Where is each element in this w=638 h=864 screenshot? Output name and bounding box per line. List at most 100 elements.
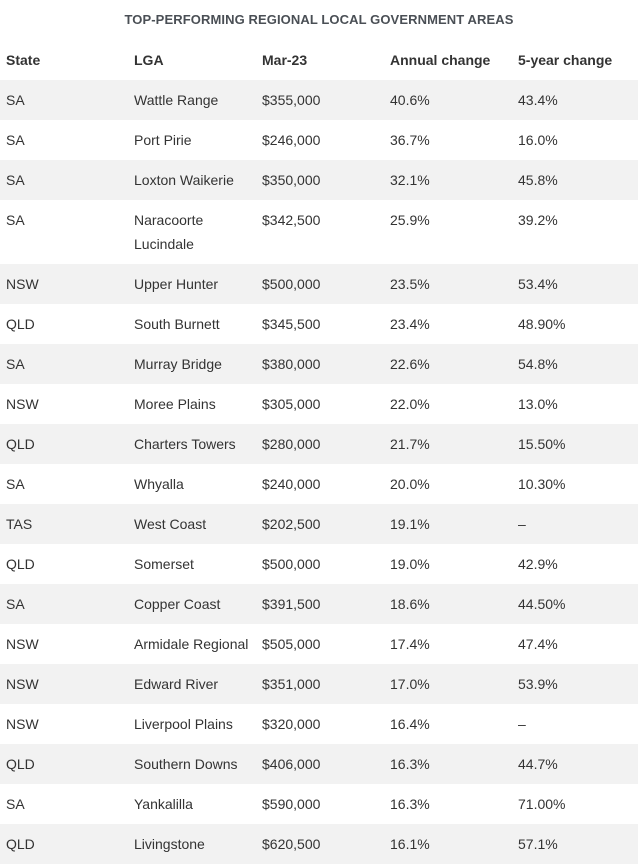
cell-5-year-change: 57.1% [512,824,638,864]
cell-annual-change: 16.1% [384,824,512,864]
table-title: TOP-PERFORMING REGIONAL LOCAL GOVERNMENT… [0,0,638,40]
cell-annual-change: 19.0% [384,544,512,584]
cell-mar-23: $500,000 [256,264,384,304]
table-row: QLD Livingstone $620,500 16.1% 57.1% [0,824,638,864]
cell-lga: Wattle Range [128,80,256,120]
cell-annual-change: 19.1% [384,504,512,544]
cell-state: SA [0,120,128,160]
cell-mar-23: $355,000 [256,80,384,120]
cell-mar-23: $391,500 [256,584,384,624]
cell-mar-23: $500,000 [256,544,384,584]
cell-state: NSW [0,624,128,664]
cell-lga: Edward River [128,664,256,704]
cell-mar-23: $620,500 [256,824,384,864]
table-row: NSW Liverpool Plains $320,000 16.4% – [0,704,638,744]
cell-mar-23: $246,000 [256,120,384,160]
table-row: SA Copper Coast $391,500 18.6% 44.50% [0,584,638,624]
table-row: SA Naracoorte Lucindale $342,500 25.9% 39.2% [0,200,638,264]
cell-annual-change: 36.7% [384,120,512,160]
cell-lga: Copper Coast [128,584,256,624]
table-row: SA Loxton Waikerie $350,000 32.1% 45.8% [0,160,638,200]
cell-state: QLD [0,824,128,864]
table-row: NSW Armidale Regional $505,000 17.4% 47.4% [0,624,638,664]
cell-5-year-change: 42.9% [512,544,638,584]
cell-mar-23: $380,000 [256,344,384,384]
cell-mar-23: $240,000 [256,464,384,504]
table-row: SA Murray Bridge $380,000 22.6% 54.8% [0,344,638,384]
cell-5-year-change: – [512,504,638,544]
cell-lga: Armidale Regional [128,624,256,664]
cell-state: SA [0,200,128,264]
cell-annual-change: 21.7% [384,424,512,464]
cell-state: QLD [0,424,128,464]
cell-5-year-change: 53.4% [512,264,638,304]
cell-5-year-change: – [512,704,638,744]
cell-state: SA [0,160,128,200]
cell-annual-change: 40.6% [384,80,512,120]
cell-annual-change: 20.0% [384,464,512,504]
cell-annual-change: 17.4% [384,624,512,664]
cell-mar-23: $590,000 [256,784,384,824]
column-header-lga: LGA [128,40,256,80]
cell-annual-change: 17.0% [384,664,512,704]
cell-lga: Southern Downs [128,744,256,784]
cell-annual-change: 22.6% [384,344,512,384]
cell-lga: Whyalla [128,464,256,504]
cell-state: SA [0,584,128,624]
cell-state: NSW [0,384,128,424]
table-row: NSW Moree Plains $305,000 22.0% 13.0% [0,384,638,424]
table-row: QLD Somerset $500,000 19.0% 42.9% [0,544,638,584]
cell-lga: Moree Plains [128,384,256,424]
cell-5-year-change: 13.0% [512,384,638,424]
table-row: SA Wattle Range $355,000 40.6% 43.4% [0,80,638,120]
cell-lga: South Burnett [128,304,256,344]
cell-mar-23: $505,000 [256,624,384,664]
cell-lga: Port Pirie [128,120,256,160]
column-header-state: State [0,40,128,80]
cell-5-year-change: 71.00% [512,784,638,824]
cell-state: QLD [0,544,128,584]
cell-5-year-change: 10.30% [512,464,638,504]
table-row: SA Yankalilla $590,000 16.3% 71.00% [0,784,638,824]
table-row: TAS West Coast $202,500 19.1% – [0,504,638,544]
cell-lga: West Coast [128,504,256,544]
table-row: NSW Edward River $351,000 17.0% 53.9% [0,664,638,704]
cell-state: SA [0,784,128,824]
cell-state: SA [0,80,128,120]
column-header-5-year-change: 5-year change [512,40,638,80]
cell-annual-change: 25.9% [384,200,512,264]
table-row: SA Port Pirie $246,000 36.7% 16.0% [0,120,638,160]
cell-annual-change: 16.3% [384,744,512,784]
cell-state: SA [0,464,128,504]
cell-5-year-change: 48.90% [512,304,638,344]
cell-annual-change: 22.0% [384,384,512,424]
cell-annual-change: 23.4% [384,304,512,344]
cell-mar-23: $345,500 [256,304,384,344]
cell-lga: Upper Hunter [128,264,256,304]
cell-annual-change: 16.3% [384,784,512,824]
cell-5-year-change: 39.2% [512,200,638,264]
table-row: SA Whyalla $240,000 20.0% 10.30% [0,464,638,504]
cell-state: NSW [0,264,128,304]
cell-lga: Livingstone [128,824,256,864]
cell-state: QLD [0,744,128,784]
cell-lga: Murray Bridge [128,344,256,384]
cell-state: TAS [0,504,128,544]
cell-state: NSW [0,704,128,744]
cell-annual-change: 23.5% [384,264,512,304]
cell-state: QLD [0,304,128,344]
table-body: SA Wattle Range $355,000 40.6% 43.4% SA Port P… [0,80,638,864]
cell-lga: Somerset [128,544,256,584]
table-row: QLD South Burnett $345,500 23.4% 48.90% [0,304,638,344]
cell-mar-23: $351,000 [256,664,384,704]
cell-state: SA [0,344,128,384]
cell-5-year-change: 43.4% [512,80,638,120]
header-row: State LGA Mar-23 Annual change 5-year ch… [0,40,638,80]
cell-lga: Liverpool Plains [128,704,256,744]
table-row: QLD Charters Towers $280,000 21.7% 15.50% [0,424,638,464]
cell-5-year-change: 44.7% [512,744,638,784]
column-header-annual-change: Annual change [384,40,512,80]
cell-5-year-change: 15.50% [512,424,638,464]
table-row: QLD Southern Downs $406,000 16.3% 44.7% [0,744,638,784]
